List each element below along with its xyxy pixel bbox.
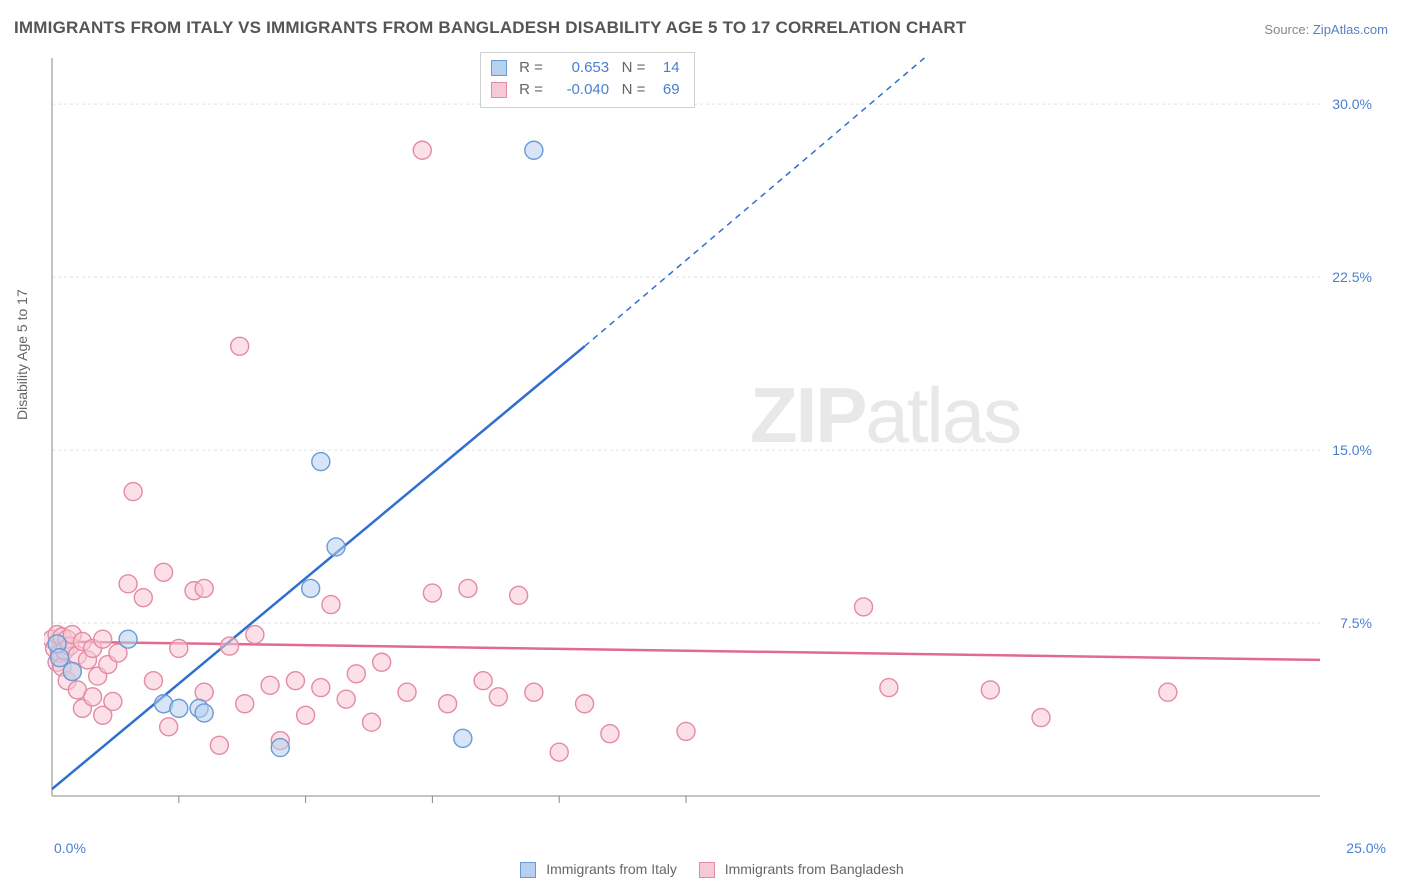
correlation-stats-box: R = 0.653 N = 14 R = -0.040 N = 69 <box>480 52 695 108</box>
r-value-italy: 0.653 <box>547 57 609 79</box>
svg-text:22.5%: 22.5% <box>1332 269 1372 285</box>
chart-title: IMMIGRANTS FROM ITALY VS IMMIGRANTS FROM… <box>14 18 967 38</box>
legend-swatch-italy <box>520 862 536 878</box>
n-value-italy: 14 <box>650 57 680 79</box>
svg-text:7.5%: 7.5% <box>1340 615 1372 631</box>
swatch-italy <box>491 60 507 76</box>
source-attribution: Source: ZipAtlas.com <box>1264 22 1388 37</box>
x-axis-origin-label: 0.0% <box>54 840 86 856</box>
source-label: Source: <box>1264 22 1309 37</box>
r-value-bangladesh: -0.040 <box>547 79 609 101</box>
x-axis-max-label: 25.0% <box>1346 840 1386 856</box>
svg-text:15.0%: 15.0% <box>1332 442 1372 458</box>
source-link[interactable]: ZipAtlas.com <box>1313 22 1388 37</box>
n-value-bangladesh: 69 <box>650 79 680 101</box>
stats-row-italy: R = 0.653 N = 14 <box>491 57 680 79</box>
swatch-bangladesh <box>491 82 507 98</box>
legend-swatch-bangladesh <box>699 862 715 878</box>
legend-label-bangladesh: Immigrants from Bangladesh <box>725 861 904 877</box>
scatter-chart: 7.5% 15.0% 22.5% 30.0% <box>44 50 1380 820</box>
bottom-legend: Immigrants from Italy Immigrants from Ba… <box>0 861 1406 878</box>
chart-area: 7.5% 15.0% 22.5% 30.0% <box>44 50 1380 820</box>
y-axis-label: Disability Age 5 to 17 <box>14 289 30 420</box>
svg-text:30.0%: 30.0% <box>1332 96 1372 112</box>
legend-label-italy: Immigrants from Italy <box>546 861 677 877</box>
stats-row-bangladesh: R = -0.040 N = 69 <box>491 79 680 101</box>
